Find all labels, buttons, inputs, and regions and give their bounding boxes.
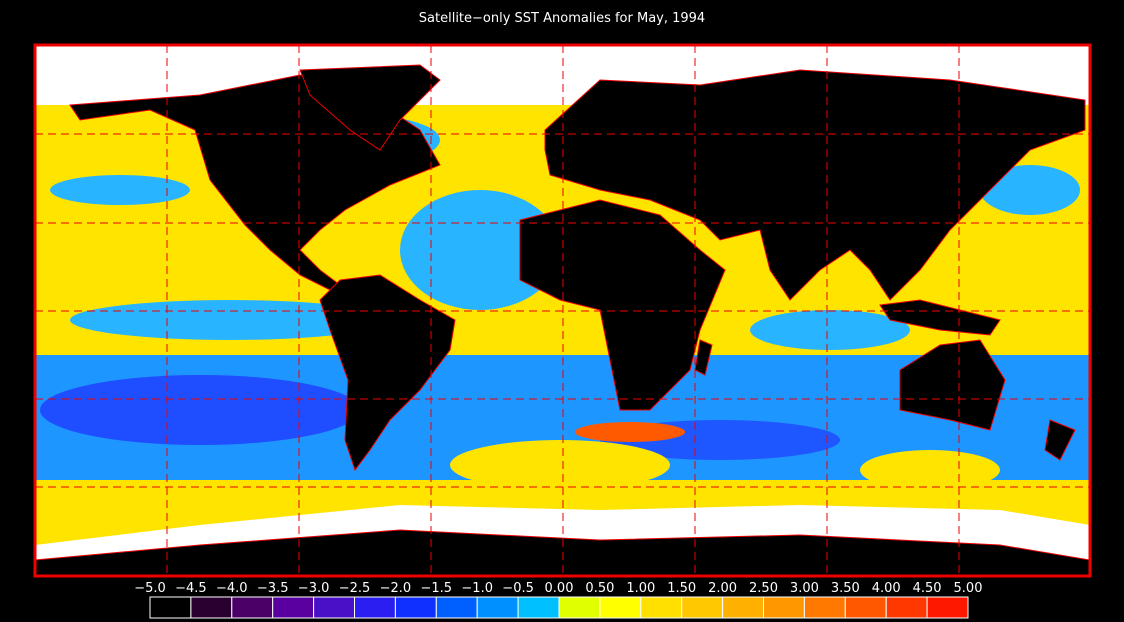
colorbar-tick-label: 0.00 bbox=[545, 581, 574, 596]
colorbar-bin bbox=[231, 596, 274, 619]
ocean-anomaly bbox=[980, 165, 1080, 215]
africa bbox=[519, 199, 726, 411]
colorbar-bin bbox=[844, 596, 887, 619]
colorbar-bin bbox=[763, 596, 805, 619]
colorbar-bin bbox=[599, 596, 642, 619]
madagascar bbox=[694, 339, 713, 376]
graticule bbox=[35, 45, 1090, 576]
ocean-anomaly bbox=[750, 310, 910, 350]
colorbar-tick-label: 1.50 bbox=[667, 581, 696, 596]
colorbar-bin bbox=[722, 596, 764, 619]
colorbar-tick-label: −2.5 bbox=[339, 581, 371, 596]
australia bbox=[899, 339, 1006, 431]
colorbar-tick-label: −3.0 bbox=[298, 581, 330, 596]
colorbar-tick-label: −4.0 bbox=[216, 581, 248, 596]
ocean-anomaly bbox=[70, 300, 390, 340]
colorbar-tick-label: 3.00 bbox=[790, 581, 819, 596]
colorbar-tick-label: 5.00 bbox=[954, 581, 983, 596]
map bbox=[33, 43, 1092, 578]
ocean-anomaly bbox=[50, 175, 190, 205]
greenland bbox=[299, 64, 441, 151]
colorbar-bin bbox=[681, 596, 724, 619]
colorbar-bin bbox=[354, 596, 396, 619]
colorbar-bin bbox=[926, 596, 969, 619]
new-zealand bbox=[1044, 419, 1076, 461]
ocean-anomaly bbox=[40, 375, 360, 445]
colorbar-tick-label: −3.5 bbox=[257, 581, 289, 596]
colorbar-tick-label: 3.50 bbox=[831, 581, 860, 596]
colorbar-tick-label: 2.00 bbox=[708, 581, 737, 596]
colorbar-tick-label: −0.5 bbox=[502, 581, 534, 596]
colorbar-tick-label: 1.00 bbox=[626, 581, 655, 596]
ocean-anomaly bbox=[575, 422, 685, 442]
colorbar-bin bbox=[640, 596, 683, 619]
colorbar-tick-label: 4.50 bbox=[913, 581, 942, 596]
colorbar-bin bbox=[558, 596, 601, 619]
indonesia bbox=[879, 299, 1001, 336]
colorbar-bin bbox=[435, 596, 478, 619]
colorbar-tick-label: 0.50 bbox=[585, 581, 614, 596]
colorbar-bin bbox=[885, 596, 928, 619]
colorbar-bin bbox=[190, 596, 233, 619]
colorbar-tick-label: −1.5 bbox=[421, 581, 453, 596]
map-frame bbox=[33, 43, 1092, 578]
colorbar: −5.0 −4.5 −4.0 −3.5 −3.0 −2.5 −2.0 −1.5 −1.0 −0.5… bbox=[134, 581, 983, 619]
colorbar-bin bbox=[149, 596, 192, 619]
colorbar-tick-label: −5.0 bbox=[134, 581, 166, 596]
colorbar-tick-label: 2.50 bbox=[749, 581, 778, 596]
colorbar-tick-label: −4.5 bbox=[175, 581, 207, 596]
title: Satellite−only SST Anomalies for May, 19… bbox=[419, 11, 705, 26]
eurasia bbox=[544, 69, 1086, 301]
colorbar-tick-label: −2.0 bbox=[380, 581, 412, 596]
colorbar-bin bbox=[517, 596, 560, 619]
ocean-anomaly bbox=[450, 440, 670, 490]
colorbar-bin bbox=[394, 596, 437, 619]
colorbar-tick-label: −1.0 bbox=[461, 581, 493, 596]
ocean-anomaly bbox=[860, 450, 1000, 490]
colorbar-bin bbox=[803, 596, 846, 619]
colorbar-bin bbox=[476, 596, 519, 619]
south-america bbox=[319, 274, 456, 472]
colorbar-bin bbox=[313, 596, 356, 619]
colorbar-bin bbox=[272, 596, 315, 619]
colorbar-tick-label: 4.00 bbox=[872, 581, 901, 596]
